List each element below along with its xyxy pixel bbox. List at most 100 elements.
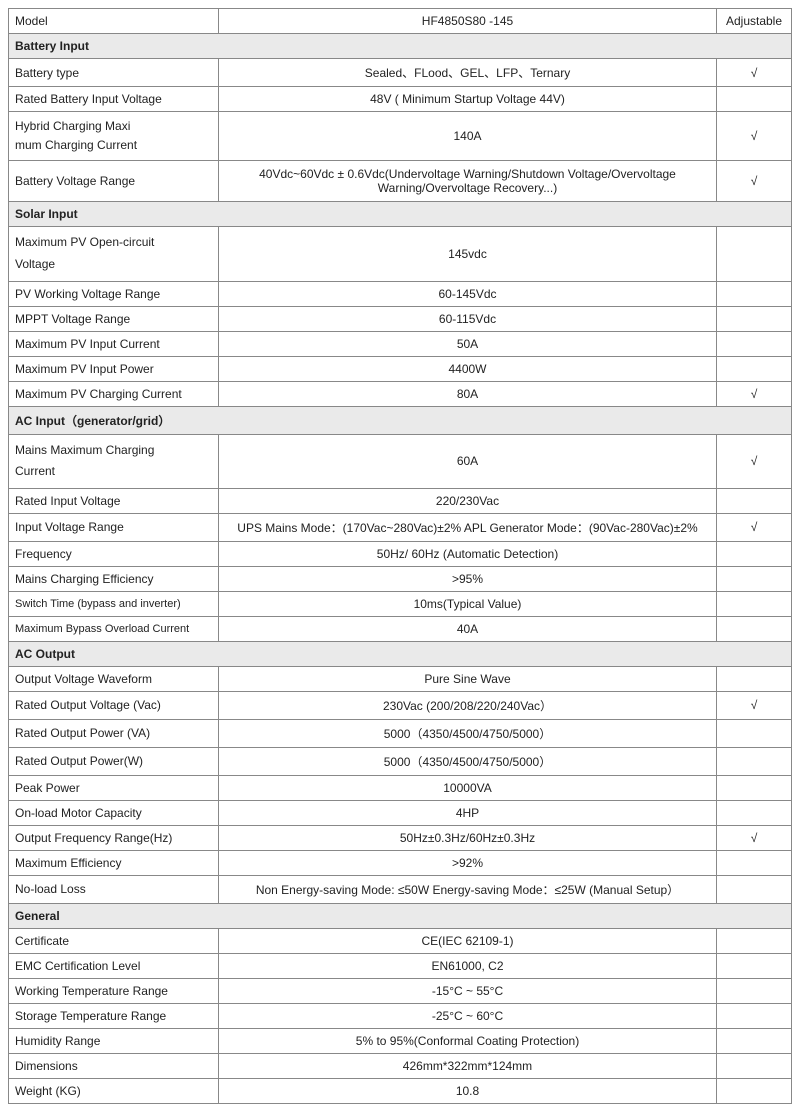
row-adjustable bbox=[717, 775, 792, 800]
row-adjustable: √ bbox=[717, 825, 792, 850]
table-row: Mains Charging Efficiency >95% bbox=[9, 566, 792, 591]
row-adjustable bbox=[717, 800, 792, 825]
row-adjustable bbox=[717, 875, 792, 903]
row-label: Output Voltage Waveform bbox=[9, 666, 219, 691]
row-adjustable bbox=[717, 1078, 792, 1103]
row-adjustable bbox=[717, 1003, 792, 1028]
row-adjustable: √ bbox=[717, 513, 792, 541]
table-row: Maximum PV Input Power 4400W bbox=[9, 356, 792, 381]
row-value: UPS Mains Mode：(170Vac~280Vac)±2% APL Ge… bbox=[219, 513, 717, 541]
spec-table: Model HF4850S80 -145 Adjustable Battery … bbox=[8, 8, 792, 1104]
table-row: Switch Time (bypass and inverter) 10ms(T… bbox=[9, 591, 792, 616]
table-header-row: Model HF4850S80 -145 Adjustable bbox=[9, 9, 792, 34]
table-row: Output Voltage Waveform Pure Sine Wave bbox=[9, 666, 792, 691]
section-header-battery-input: Battery Input bbox=[9, 34, 792, 59]
row-value: 220/230Vac bbox=[219, 488, 717, 513]
row-value: -25°C ~ 60°C bbox=[219, 1003, 717, 1028]
row-value: 5000（4350/4500/4750/5000） bbox=[219, 747, 717, 775]
table-row: Peak Power 10000VA bbox=[9, 775, 792, 800]
row-value: Sealed、FLood、GEL、LFP、Ternary bbox=[219, 59, 717, 87]
row-label: On-load Motor Capacity bbox=[9, 800, 219, 825]
row-label: Maximum PV Input Current bbox=[9, 331, 219, 356]
row-value: 60A bbox=[219, 434, 717, 488]
table-row: On-load Motor Capacity 4HP bbox=[9, 800, 792, 825]
row-label: Maximum PV Open-circuit Voltage bbox=[9, 227, 219, 281]
row-value: CE(IEC 62109-1) bbox=[219, 928, 717, 953]
row-adjustable bbox=[717, 227, 792, 281]
row-adjustable bbox=[717, 978, 792, 1003]
row-label: Output Frequency Range(Hz) bbox=[9, 825, 219, 850]
row-value: Non Energy-saving Mode: ≤50W Energy-savi… bbox=[219, 875, 717, 903]
row-adjustable bbox=[717, 566, 792, 591]
row-label: Maximum Efficiency bbox=[9, 850, 219, 875]
table-row: Dimensions 426mm*322mm*124mm bbox=[9, 1053, 792, 1078]
row-value: 145vdc bbox=[219, 227, 717, 281]
row-label: Frequency bbox=[9, 541, 219, 566]
row-value: 230Vac (200/208/220/240Vac） bbox=[219, 691, 717, 719]
row-label: Certificate bbox=[9, 928, 219, 953]
row-label: Hybrid Charging Maxi mum Charging Curren… bbox=[9, 112, 219, 161]
row-label: Storage Temperature Range bbox=[9, 1003, 219, 1028]
row-value: 5% to 95%(Conformal Coating Protection) bbox=[219, 1028, 717, 1053]
row-label: Rated Output Power(W) bbox=[9, 747, 219, 775]
table-row: Rated Battery Input Voltage 48V ( Minimu… bbox=[9, 87, 792, 112]
row-label: Maximum PV Input Power bbox=[9, 356, 219, 381]
row-value: 48V ( Minimum Startup Voltage 44V) bbox=[219, 87, 717, 112]
table-row: Mains Maximum Charging Current 60A √ bbox=[9, 434, 792, 488]
row-adjustable: √ bbox=[717, 381, 792, 406]
row-label: No-load Loss bbox=[9, 875, 219, 903]
row-value: >92% bbox=[219, 850, 717, 875]
table-row: No-load Loss Non Energy-saving Mode: ≤50… bbox=[9, 875, 792, 903]
row-label: Humidity Range bbox=[9, 1028, 219, 1053]
row-label: Switch Time (bypass and inverter) bbox=[9, 591, 219, 616]
row-label: Peak Power bbox=[9, 775, 219, 800]
row-value: 10000VA bbox=[219, 775, 717, 800]
row-label: Maximum PV Charging Current bbox=[9, 381, 219, 406]
table-row: MPPT Voltage Range 60-115Vdc bbox=[9, 306, 792, 331]
row-value: Pure Sine Wave bbox=[219, 666, 717, 691]
row-adjustable bbox=[717, 850, 792, 875]
table-row: Maximum PV Charging Current 80A √ bbox=[9, 381, 792, 406]
row-adjustable bbox=[717, 1028, 792, 1053]
row-value: 60-145Vdc bbox=[219, 281, 717, 306]
row-adjustable: √ bbox=[717, 59, 792, 87]
table-row: Maximum PV Input Current 50A bbox=[9, 331, 792, 356]
table-row: EMC Certification Level EN61000, C2 bbox=[9, 953, 792, 978]
table-row: Output Frequency Range(Hz) 50Hz±0.3Hz/60… bbox=[9, 825, 792, 850]
table-row: Rated Output Voltage (Vac) 230Vac (200/2… bbox=[9, 691, 792, 719]
row-adjustable bbox=[717, 747, 792, 775]
row-label: Dimensions bbox=[9, 1053, 219, 1078]
row-value: >95% bbox=[219, 566, 717, 591]
table-row: Hybrid Charging Maxi mum Charging Curren… bbox=[9, 112, 792, 161]
table-row: Certificate CE(IEC 62109-1) bbox=[9, 928, 792, 953]
table-row: Input Voltage Range UPS Mains Mode：(170V… bbox=[9, 513, 792, 541]
section-header-general: General bbox=[9, 903, 792, 928]
row-adjustable bbox=[717, 616, 792, 641]
row-label: Battery Voltage Range bbox=[9, 161, 219, 202]
table-row: PV Working Voltage Range 60-145Vdc bbox=[9, 281, 792, 306]
table-row: Rated Output Power(W) 5000（4350/4500/475… bbox=[9, 747, 792, 775]
table-row: Maximum PV Open-circuit Voltage 145vdc bbox=[9, 227, 792, 281]
row-value: 40A bbox=[219, 616, 717, 641]
section-header-ac-output: AC Output bbox=[9, 641, 792, 666]
row-adjustable bbox=[717, 281, 792, 306]
row-label: Rated Output Power (VA) bbox=[9, 719, 219, 747]
row-adjustable bbox=[717, 591, 792, 616]
table-row: Rated Output Power (VA) 5000（4350/4500/4… bbox=[9, 719, 792, 747]
row-value: 50A bbox=[219, 331, 717, 356]
row-value: 10ms(Typical Value) bbox=[219, 591, 717, 616]
table-row: Maximum Efficiency >92% bbox=[9, 850, 792, 875]
table-row: Weight (KG) 10.8 bbox=[9, 1078, 792, 1103]
row-adjustable bbox=[717, 953, 792, 978]
row-adjustable bbox=[717, 719, 792, 747]
row-adjustable bbox=[717, 1053, 792, 1078]
section-header-solar-input: Solar Input bbox=[9, 202, 792, 227]
header-adjustable-label: Adjustable bbox=[717, 9, 792, 34]
row-value: 140A bbox=[219, 112, 717, 161]
row-adjustable: √ bbox=[717, 112, 792, 161]
section-header-ac-input: AC Input（generator/grid） bbox=[9, 406, 792, 434]
row-value: 80A bbox=[219, 381, 717, 406]
row-adjustable: √ bbox=[717, 161, 792, 202]
row-value: 40Vdc~60Vdc ± 0.6Vdc(Undervoltage Warnin… bbox=[219, 161, 717, 202]
row-value: 10.8 bbox=[219, 1078, 717, 1103]
